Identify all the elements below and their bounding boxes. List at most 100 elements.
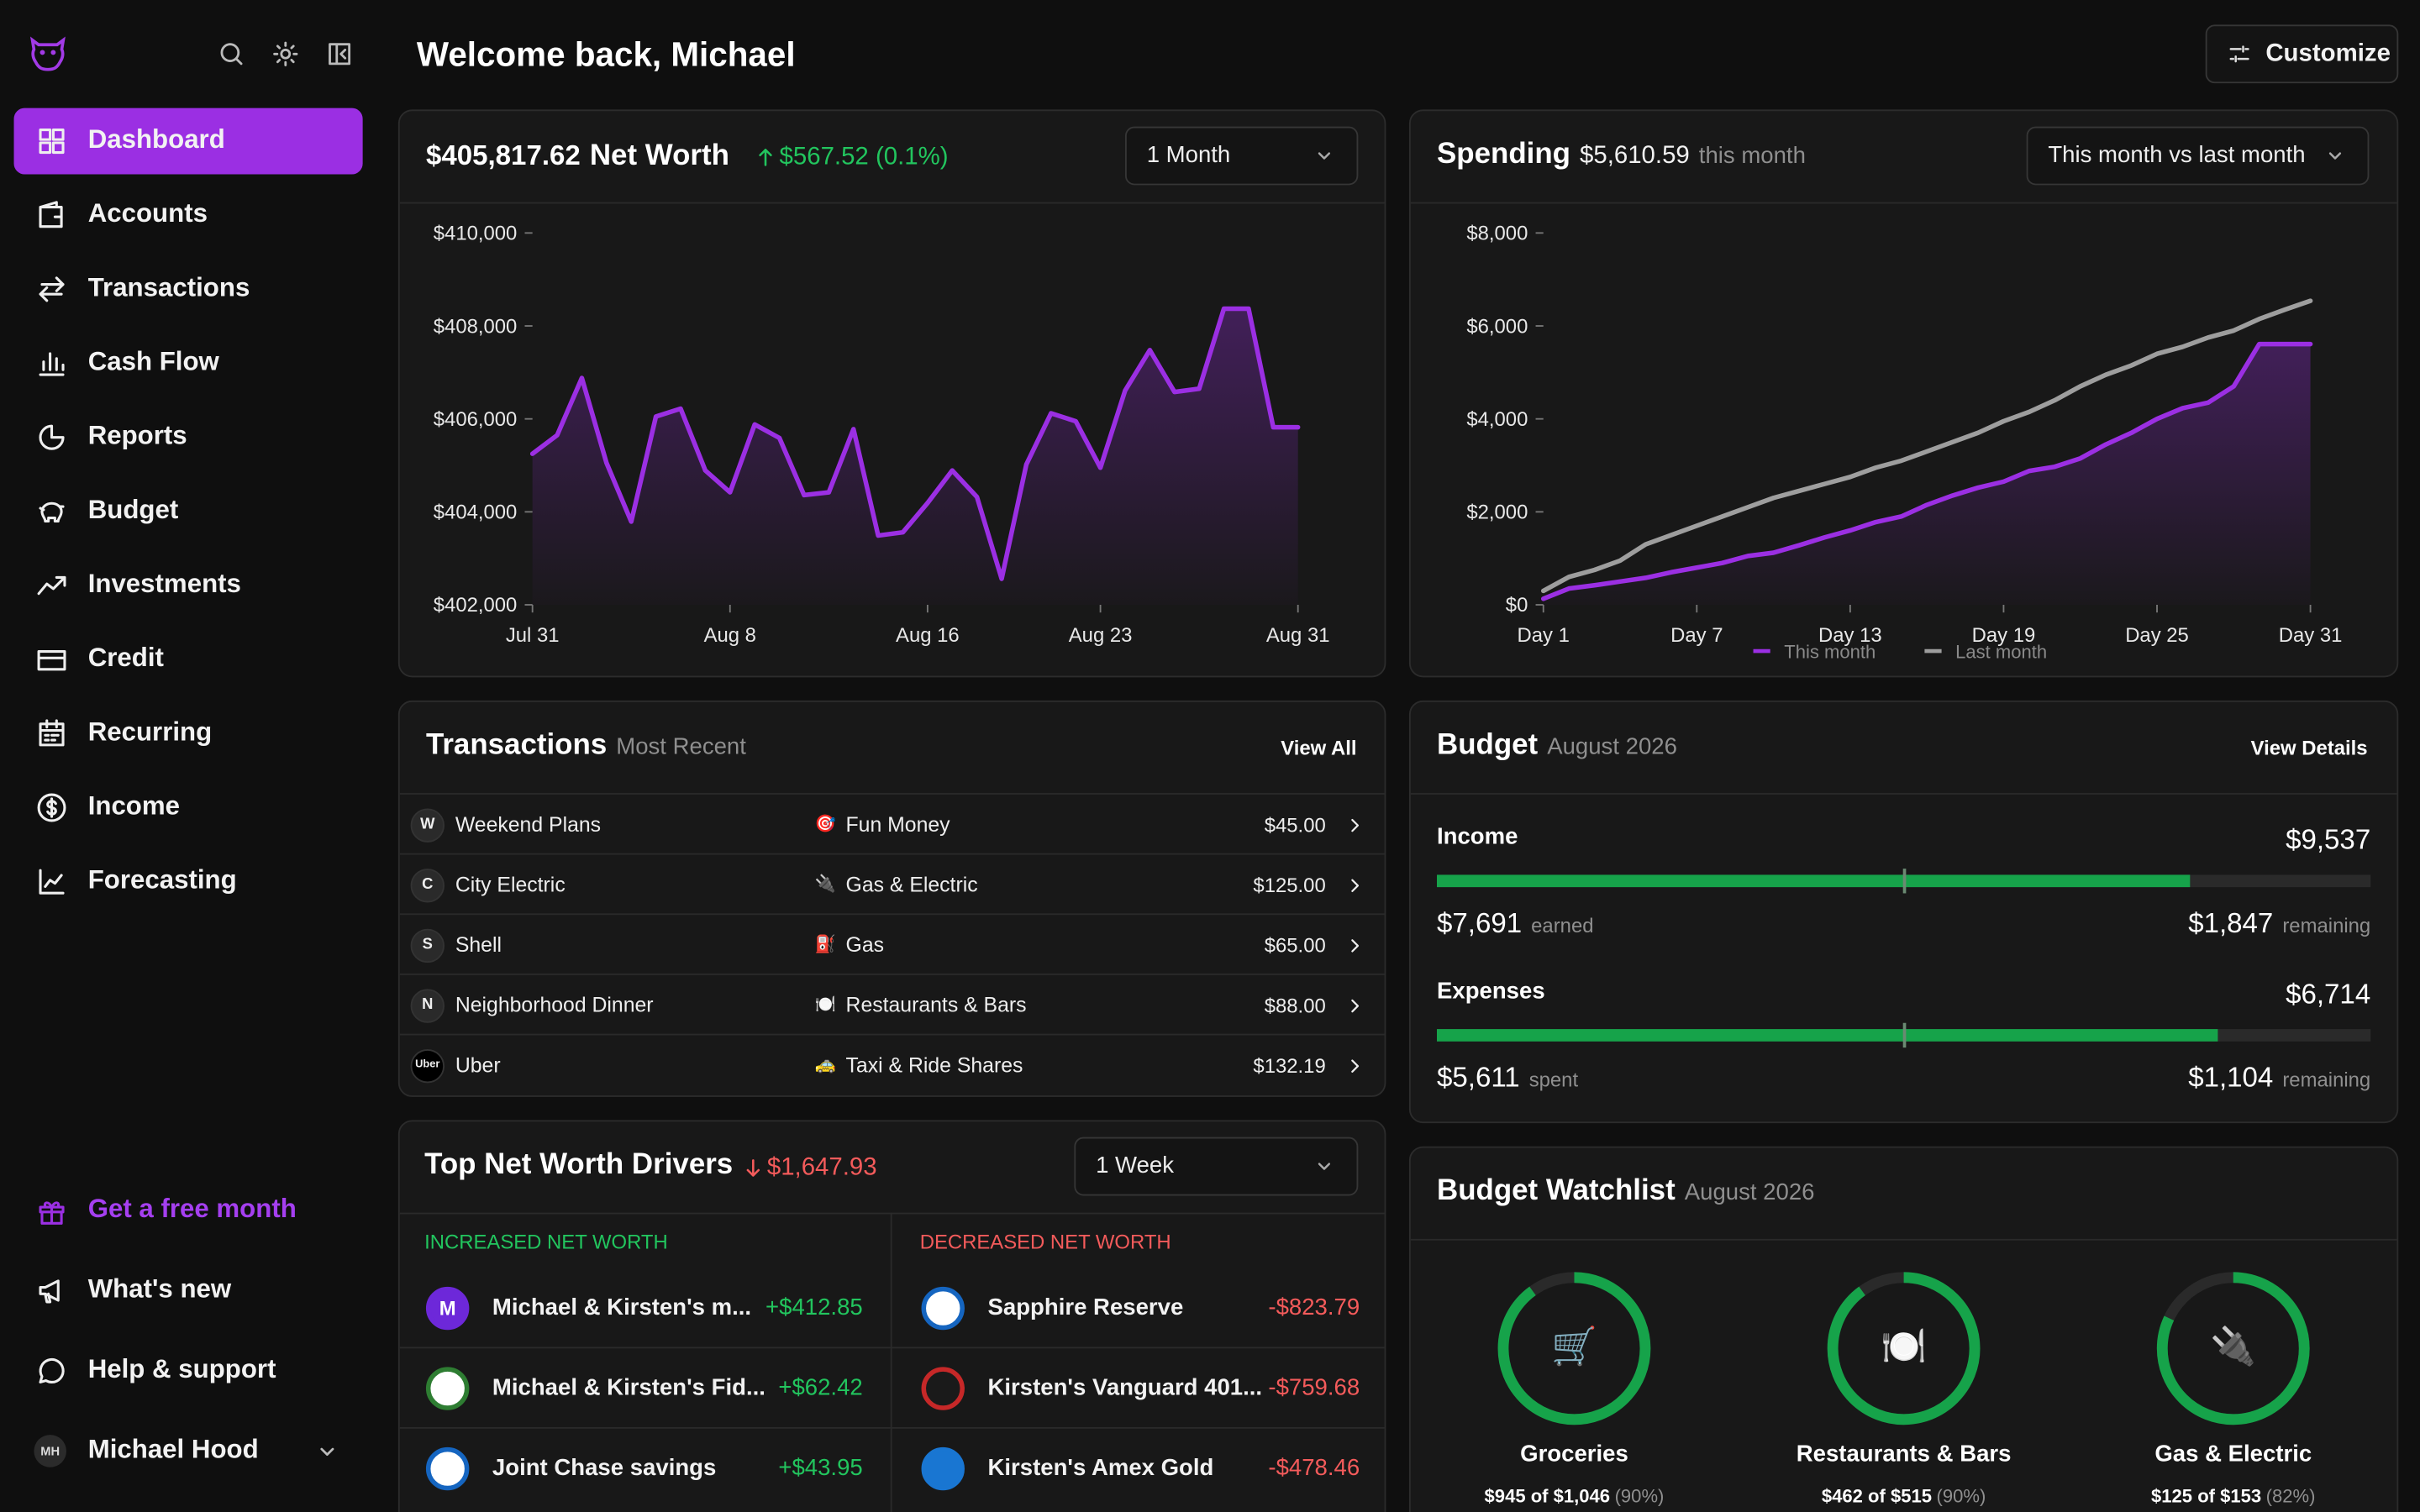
row-chevron: [1351, 999, 1360, 1013]
nav-item[interactable]: Recurring: [87, 717, 213, 747]
merchant-initial: S: [422, 936, 433, 954]
promo-link[interactable]: Get a free month: [87, 1194, 297, 1224]
dropdown-label: 1 Week: [1096, 1152, 1175, 1179]
divider: [399, 1033, 1385, 1036]
nav-item[interactable]: Reports: [87, 421, 187, 450]
merchant-logo: [410, 989, 445, 1023]
dropdown-chevron: [1318, 152, 1331, 160]
category-name[interactable]: Restaurants & Bars: [1796, 1441, 2012, 1467]
merchant-name[interactable]: City Electric: [455, 873, 566, 896]
nav-item[interactable]: Credit: [87, 643, 164, 673]
account-logo: [921, 1367, 965, 1410]
account-amount: +$412.85: [765, 1294, 863, 1321]
merchant-name[interactable]: Shell: [455, 933, 502, 957]
user-chevron-path: [320, 1447, 334, 1457]
card-title: Budget: [1437, 729, 1539, 762]
nav-item[interactable]: Accounts: [87, 198, 208, 228]
customize-button[interactable]: [2205, 24, 2399, 84]
nav-icon: [38, 718, 64, 746]
row-chevron-path: [1351, 818, 1360, 832]
card-title: Transactions: [425, 729, 608, 762]
decreased-title: DECREASED NET WORTH: [919, 1230, 1171, 1253]
spending-header: Spending $5,610.59 this month: [1437, 139, 1806, 174]
x-tick-label: Day 31: [2279, 624, 2343, 647]
nav-item[interactable]: Dashboard: [87, 124, 225, 155]
account-name[interactable]: Kirsten's Vanguard 401...: [987, 1374, 1263, 1401]
nav-item[interactable]: Cash Flow: [87, 346, 219, 376]
sidebar-link[interactable]: Help & support: [87, 1354, 276, 1384]
gift-icon: [38, 1200, 64, 1224]
nav-item[interactable]: Transactions: [87, 272, 250, 302]
nav-icon-path: [38, 501, 64, 522]
account-name[interactable]: Sapphire Reserve: [987, 1294, 1184, 1321]
dropdown[interactable]: [1074, 1137, 1359, 1196]
category-name[interactable]: Groceries: [1520, 1441, 1628, 1467]
x-tick-label: Day 13: [1818, 624, 1882, 647]
nav-icon: [36, 649, 66, 670]
category-name[interactable]: Gas & Electric: [2154, 1441, 2312, 1467]
y-tick-label: $404,000: [434, 501, 518, 524]
account-name[interactable]: Joint Chase savings: [492, 1455, 717, 1482]
nav-active-bg: [13, 108, 363, 175]
merchant-logo: [410, 869, 445, 903]
user-chevron: [320, 1447, 334, 1457]
row-chevron-path: [1351, 1059, 1360, 1073]
down-arrow-path: [746, 1159, 760, 1177]
area: [1543, 344, 2311, 606]
account-amount: -$759.68: [1268, 1374, 1360, 1401]
account-name[interactable]: Michael & Kirsten's Fid...: [492, 1374, 765, 1401]
customize-label: Customize: [2265, 40, 2391, 67]
card-title: Budget Watchlist: [1437, 1174, 1676, 1208]
nav-icon-path: [38, 351, 64, 375]
account-amount: -$478.46: [1268, 1455, 1360, 1482]
line: [529, 306, 1301, 581]
logo-eye: [50, 50, 56, 55]
nav-item[interactable]: Income: [87, 790, 181, 821]
spending-note: this month: [1698, 143, 1806, 170]
budget-remaining-amount: $1,104: [2188, 1062, 2274, 1093]
view-all-link[interactable]: View All: [1281, 736, 1357, 760]
net-worth-amount: $405,817.62: [425, 139, 581, 171]
divider: [399, 202, 1385, 204]
merchant-name[interactable]: Neighborhood Dinner: [455, 993, 654, 1017]
nav-item[interactable]: Investments: [87, 569, 241, 599]
dropdown[interactable]: [2026, 126, 2370, 186]
nav-icon-path: [38, 200, 62, 228]
merchant-name[interactable]: Uber: [455, 1053, 501, 1077]
logo: [30, 36, 66, 71]
category-progress: $462 of $515 (90%): [1822, 1485, 1986, 1507]
budget-group-name: Expenses: [1437, 978, 1545, 1005]
account-name[interactable]: Michael & Kirsten's m...: [492, 1294, 752, 1321]
x-tick-label: Aug 23: [1069, 624, 1133, 647]
megaphone-icon-path: [38, 1278, 59, 1303]
y-tick-label: $6,000: [1466, 315, 1528, 338]
column-divider: [890, 1212, 892, 1512]
merchant-initial: N: [422, 996, 434, 1014]
avatar: [34, 1435, 66, 1467]
ring-progress: [2156, 1272, 2310, 1425]
budget-card: [1408, 700, 2399, 1124]
divider: [1410, 793, 2397, 795]
card-subtitle: August 2026: [1684, 1179, 1815, 1206]
transaction-amount: $125.00: [1253, 873, 1326, 897]
collapse-icon-path: [329, 43, 351, 66]
view-details-link[interactable]: View Details: [2250, 736, 2368, 760]
y-tick-label: $8,000: [1466, 223, 1528, 245]
nav-item[interactable]: Forecasting: [87, 865, 237, 895]
dropdown[interactable]: [1124, 126, 1359, 186]
account-name[interactable]: Kirsten's Amex Gold: [987, 1455, 1214, 1482]
user-name[interactable]: Michael Hood: [87, 1434, 259, 1464]
nav-item[interactable]: Budget: [87, 495, 179, 525]
sidebar-link[interactable]: What's new: [87, 1273, 232, 1304]
merchant-name[interactable]: Weekend Plans: [455, 812, 602, 837]
area: [532, 308, 1298, 606]
nav-icon: [36, 792, 66, 822]
budget-actual-note: spent: [1528, 1068, 1579, 1091]
account-amount: +$62.42: [778, 1374, 863, 1401]
x-tick-label: Day 7: [1670, 624, 1723, 647]
settings-icon: [273, 41, 298, 66]
merchant-initial: W: [420, 816, 435, 833]
account-logo: [425, 1446, 470, 1491]
account-initial: M: [439, 1296, 456, 1320]
